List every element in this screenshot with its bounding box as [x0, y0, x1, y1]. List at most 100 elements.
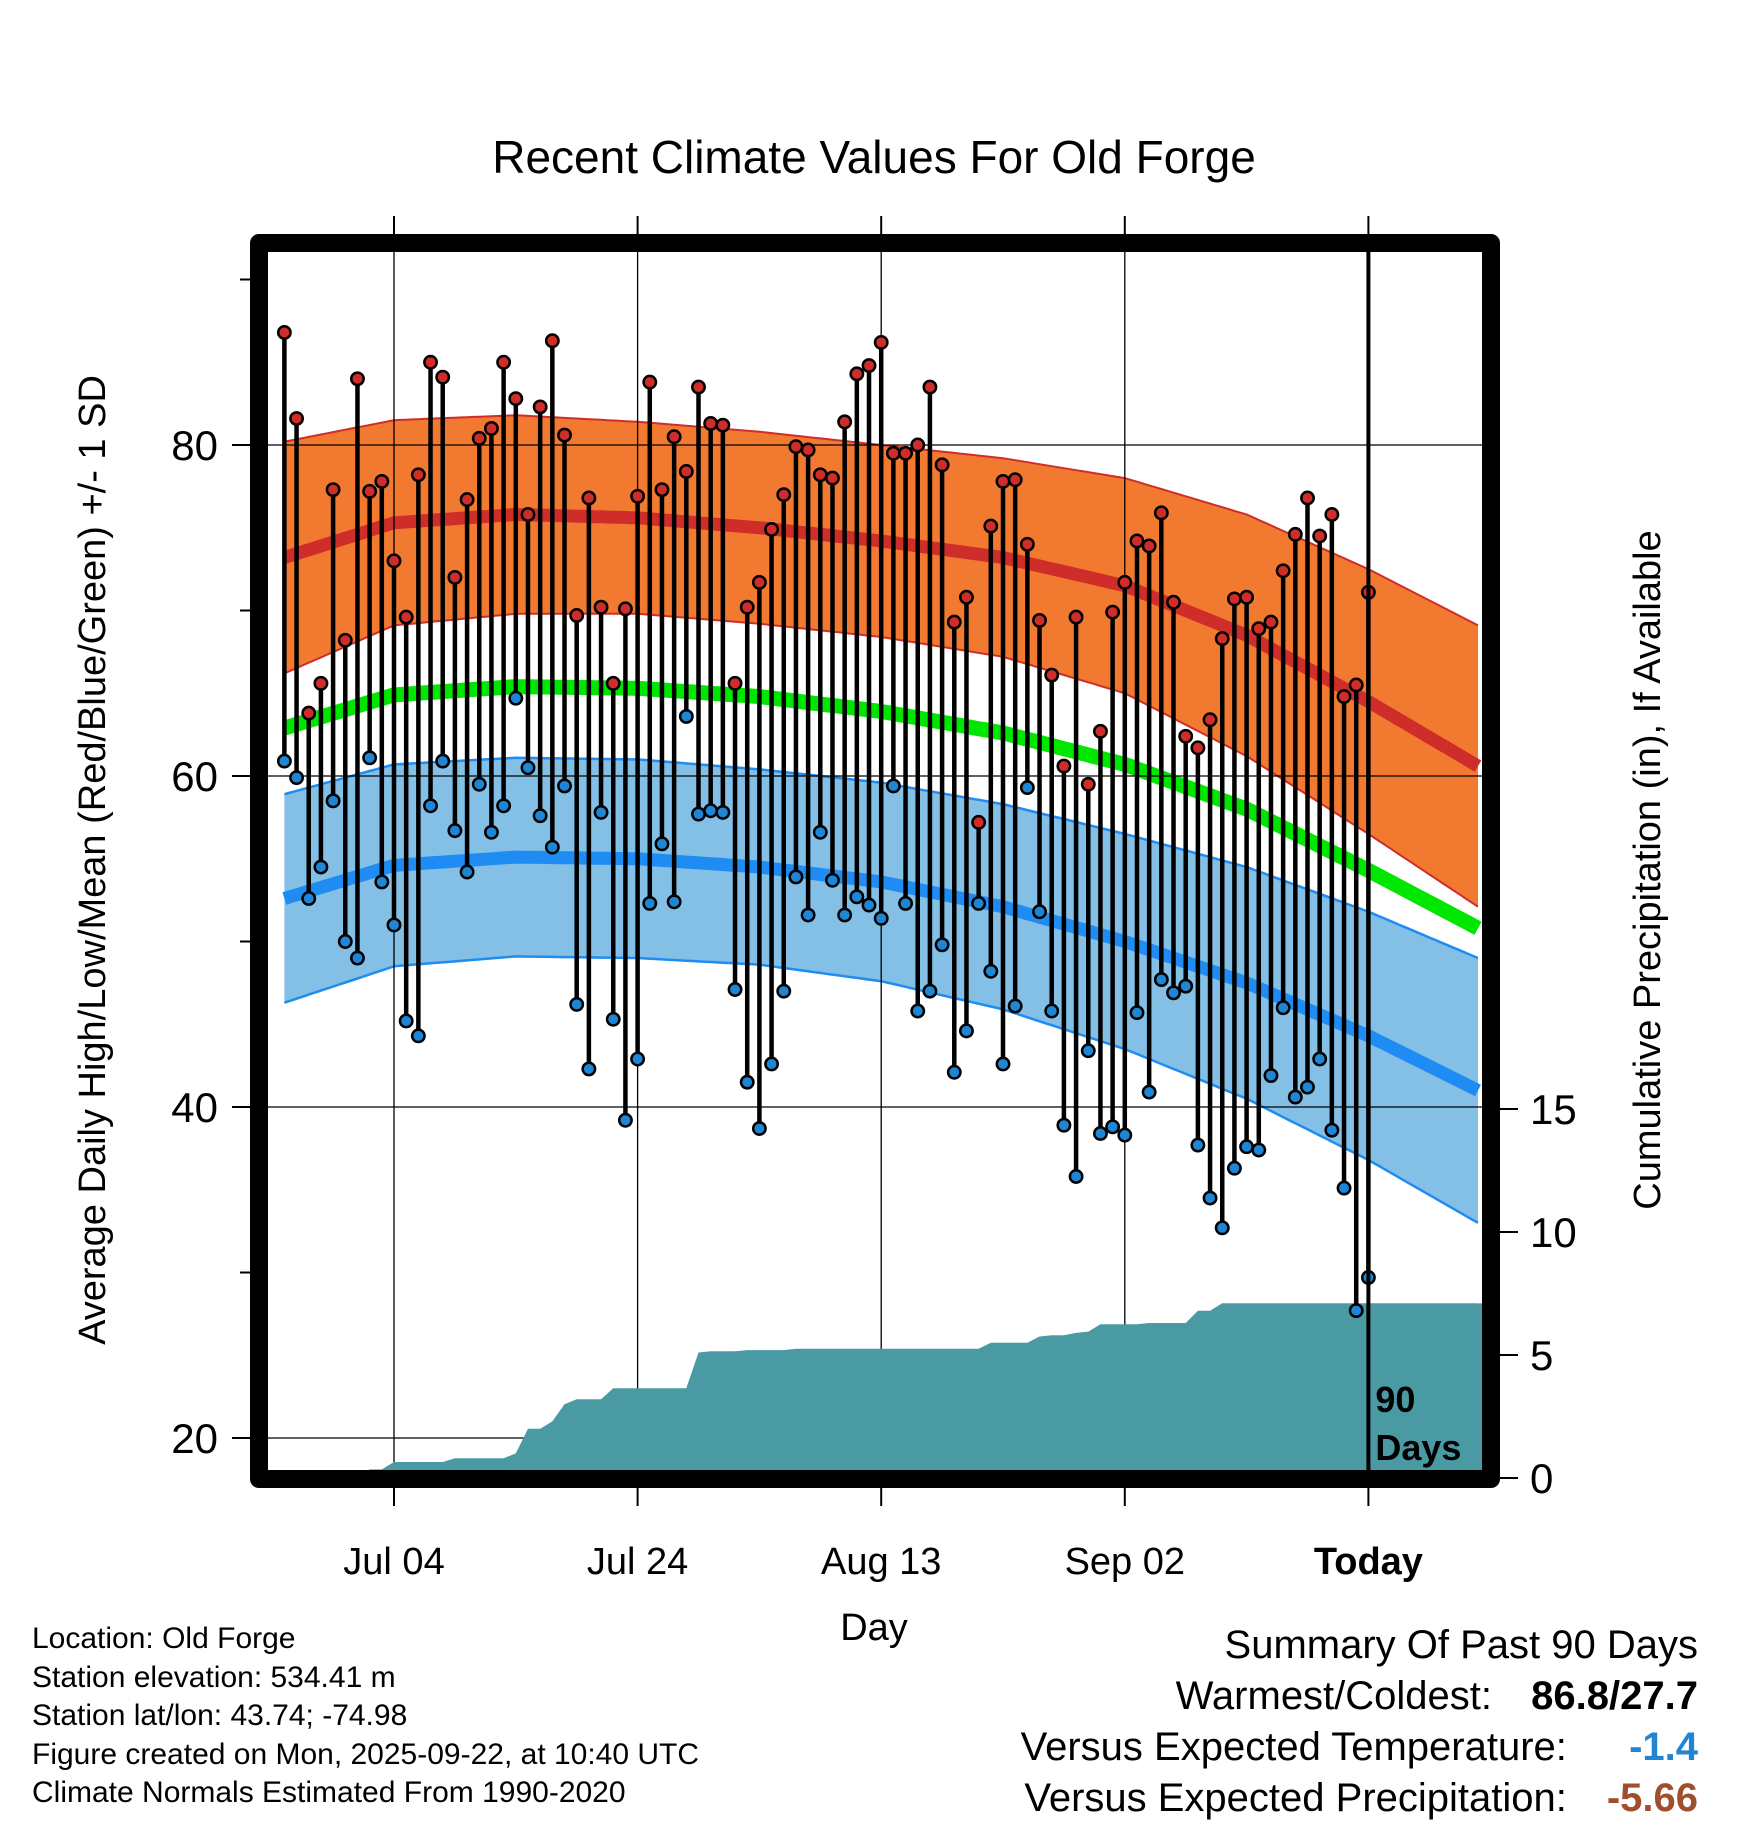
daily-high-point — [337, 632, 353, 648]
daily-high-point — [508, 391, 524, 407]
daily-low-point — [1153, 972, 1169, 988]
daily-low-point — [325, 793, 341, 809]
chart-title: Recent Climate Values For Old Forge — [492, 131, 1256, 183]
daily-low-point — [1336, 1180, 1352, 1196]
today-label-days-count: 90 — [1375, 1379, 1415, 1420]
temp-anomaly-label: Versus Expected Temperature: — [1020, 1725, 1567, 1769]
location-text: Location: Old Forge — [32, 1622, 296, 1655]
y-tick-label-right: 0 — [1530, 1455, 1553, 1502]
daily-high-point — [727, 675, 743, 691]
daily-low-point — [459, 864, 475, 880]
daily-high-point — [496, 354, 512, 370]
daily-high-point — [483, 421, 499, 436]
daily-high-point — [1166, 594, 1181, 610]
daily-high-point — [1092, 723, 1108, 739]
axes: 20 40 60 80 0 5 10 15 Jul 04 Jul 24 Aug 13 Sep 02 To… — [171, 216, 1577, 1583]
daily-low-point — [837, 907, 853, 923]
daily-high-point — [837, 414, 853, 430]
daily-high-point — [1141, 538, 1157, 554]
daily-low-point — [1129, 1005, 1145, 1021]
plot-border — [250, 234, 1500, 1488]
station-info: Location: Old Forge Station elevation: 5… — [32, 1620, 699, 1813]
daily-high-point — [666, 429, 682, 445]
daily-low-point — [1287, 1089, 1303, 1105]
daily-high-point — [873, 334, 889, 350]
daily-high-point — [1032, 612, 1047, 628]
daily-high-point — [447, 569, 463, 585]
daily-low-point — [374, 874, 390, 890]
daily-low-point — [691, 806, 706, 822]
daily-high-point — [593, 599, 609, 615]
daily-low-point — [1068, 1169, 1084, 1184]
daily-high-point — [1007, 472, 1023, 488]
daily-high-point — [1263, 614, 1279, 630]
daily-low-point — [788, 869, 804, 885]
daily-low-point — [678, 708, 694, 724]
daily-low-point — [593, 804, 609, 820]
summary-heading: Summary Of Past 90 Days — [1224, 1623, 1698, 1667]
daily-high-point — [1019, 536, 1035, 552]
daily-low-point — [825, 872, 840, 888]
y-axis-label-left: Average Daily High/Low/Mean (Red/Blue/Gr… — [72, 375, 114, 1345]
daily-high-point — [289, 411, 305, 426]
daily-high-point — [398, 609, 414, 625]
daily-high-point — [1129, 533, 1145, 549]
daily-low-point — [1312, 1051, 1328, 1067]
daily-low-point — [739, 1074, 755, 1090]
daily-low-point — [532, 808, 548, 824]
daily-low-point — [1080, 1043, 1096, 1059]
daily-high-point — [642, 374, 658, 390]
y-tick-label-left: 60 — [171, 753, 218, 800]
y-tick-label-left: 20 — [171, 1415, 218, 1462]
daily-high-point — [581, 490, 597, 506]
daily-low-point — [337, 934, 353, 949]
daily-low-point — [313, 859, 329, 875]
created-text: Figure created on Mon, 2025-09-22, at 10… — [32, 1737, 700, 1771]
daily-low-point — [1044, 1003, 1060, 1019]
daily-high-point — [849, 366, 865, 382]
daily-high-point — [459, 492, 475, 508]
daily-high-point — [605, 675, 621, 691]
daily-high-point — [1153, 505, 1169, 521]
daily-low-point — [873, 910, 889, 926]
daily-low-point — [520, 760, 536, 776]
daily-low-point — [483, 824, 499, 840]
elevation-text: Station elevation: 534.41 m — [32, 1660, 396, 1694]
daily-high-point — [1056, 758, 1072, 774]
precip-anomaly-label: Versus Expected Precipitation: — [1024, 1776, 1567, 1820]
daily-low-point — [751, 1121, 767, 1136]
today-label-days-word: Days — [1375, 1427, 1461, 1468]
daily-low-point — [849, 889, 865, 905]
daily-high-point — [1324, 507, 1340, 522]
daily-high-point — [764, 521, 780, 537]
daily-low-point — [423, 798, 438, 814]
daily-low-point — [1056, 1117, 1072, 1133]
x-tick-label: Today — [1314, 1541, 1423, 1583]
daily-high-point — [1336, 689, 1352, 705]
daily-low-point — [1092, 1126, 1108, 1141]
x-tick-label: Aug 13 — [821, 1541, 941, 1583]
daily-low-point — [1190, 1137, 1206, 1153]
daily-low-point — [776, 983, 792, 999]
daily-low-point — [1032, 904, 1047, 920]
daily-low-point — [617, 1112, 633, 1128]
daily-low-point — [1166, 985, 1181, 1001]
daily-high-point — [532, 399, 548, 415]
daily-low-point — [301, 891, 317, 906]
y-tick-label-left: 40 — [171, 1084, 218, 1131]
daily-high-point — [617, 601, 633, 617]
cumulative-precip-area — [284, 1303, 1482, 1470]
daily-high-point — [1202, 712, 1218, 728]
daily-high-point — [678, 464, 694, 479]
daily-high-point — [520, 507, 536, 522]
high-sd-band — [284, 415, 1478, 907]
daily-low-point — [959, 1023, 974, 1039]
daily-low-point — [1348, 1303, 1364, 1319]
warmest-value: 86.8 — [1531, 1674, 1610, 1718]
y-tick-label-right: 15 — [1530, 1086, 1577, 1133]
daily-high-point — [691, 379, 706, 395]
daily-low-point — [435, 753, 451, 769]
daily-high-point — [301, 705, 317, 721]
daily-low-point — [289, 770, 305, 786]
